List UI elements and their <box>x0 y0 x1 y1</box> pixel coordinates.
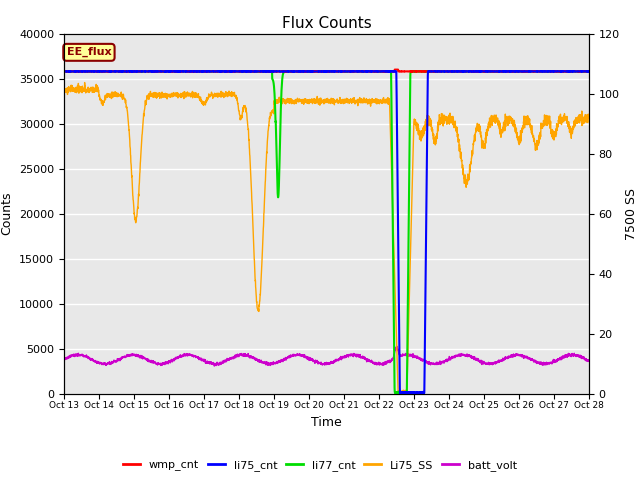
X-axis label: Time: Time <box>311 416 342 429</box>
Legend: wmp_cnt, li75_cnt, li77_cnt, Li75_SS, batt_volt: wmp_cnt, li75_cnt, li77_cnt, Li75_SS, ba… <box>120 457 520 474</box>
Y-axis label: Counts: Counts <box>1 192 13 235</box>
Text: EE_flux: EE_flux <box>67 47 111 58</box>
Y-axis label: 7500 SS: 7500 SS <box>625 188 638 240</box>
Title: Flux Counts: Flux Counts <box>282 16 371 31</box>
